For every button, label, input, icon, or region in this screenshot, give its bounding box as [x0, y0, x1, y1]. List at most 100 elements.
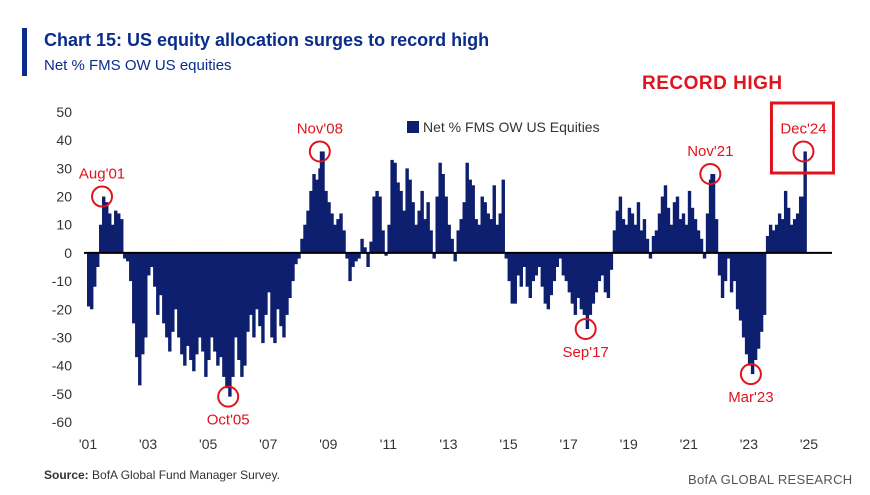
bar — [612, 230, 617, 253]
bar — [783, 190, 788, 253]
bar — [507, 252, 511, 282]
bar — [417, 210, 421, 253]
bar — [366, 252, 370, 267]
bar — [522, 252, 526, 267]
y-tick-label: 20 — [56, 189, 72, 205]
bar — [447, 224, 451, 253]
x-tick-label: '01 — [79, 436, 97, 452]
bar — [780, 219, 785, 253]
bar — [102, 196, 106, 253]
bar — [768, 224, 773, 253]
bar — [498, 213, 502, 253]
legend: Net % FMS OW US Equities — [407, 119, 600, 135]
bar — [471, 185, 475, 253]
bar — [396, 182, 400, 253]
bar — [279, 252, 283, 327]
bar — [183, 252, 187, 366]
bar — [162, 252, 166, 324]
bar — [123, 252, 127, 259]
bar — [399, 190, 403, 253]
bar — [717, 252, 722, 276]
bar — [420, 190, 424, 253]
bar — [303, 224, 307, 253]
bar — [732, 252, 737, 282]
bar — [393, 162, 397, 253]
bar — [225, 252, 229, 389]
bar — [615, 210, 620, 253]
record-high-callout: RECORD HIGH — [642, 73, 783, 94]
bar — [753, 252, 758, 360]
bar — [648, 252, 653, 259]
bar — [432, 252, 436, 259]
bar-series — [87, 151, 807, 397]
bar — [438, 162, 442, 253]
bar — [319, 151, 325, 253]
bar — [381, 230, 385, 253]
bar — [762, 252, 767, 315]
bar — [672, 202, 677, 253]
bar — [636, 202, 641, 253]
bar — [576, 252, 581, 298]
bar — [291, 252, 295, 282]
bar — [300, 238, 304, 253]
bar — [90, 252, 94, 310]
bar — [108, 213, 112, 253]
bar — [663, 185, 668, 253]
bar — [534, 252, 538, 276]
bar — [330, 213, 334, 253]
bar — [159, 252, 163, 296]
bar — [729, 252, 734, 293]
legend-swatch — [407, 121, 419, 133]
bar — [756, 252, 761, 349]
bar — [702, 252, 707, 259]
bar — [408, 179, 412, 253]
bar — [153, 252, 157, 287]
bar — [360, 238, 364, 253]
bar — [306, 210, 310, 253]
bar — [621, 219, 626, 253]
bar — [588, 252, 593, 315]
annotation-label: Mar'23 — [728, 389, 773, 406]
bar — [684, 224, 689, 253]
bar — [690, 207, 695, 253]
bar — [726, 252, 731, 259]
bar — [252, 252, 256, 338]
bar — [246, 252, 250, 332]
bar — [594, 252, 599, 293]
bar — [468, 179, 472, 253]
bar — [720, 252, 725, 298]
bar — [387, 224, 391, 253]
bar — [759, 252, 764, 332]
x-tick-label: '07 — [259, 436, 277, 452]
bar — [339, 213, 343, 253]
x-tick-label: '15 — [499, 436, 517, 452]
bar — [741, 252, 746, 338]
bar — [495, 224, 499, 253]
bar — [710, 174, 716, 253]
y-tick-label: -20 — [52, 301, 72, 317]
bar — [324, 190, 328, 253]
annotation-label: Nov'21 — [687, 143, 733, 160]
bar — [786, 207, 791, 253]
bar — [195, 252, 199, 355]
bar — [465, 162, 469, 253]
y-tick-label: 0 — [64, 245, 72, 261]
bar — [348, 252, 352, 282]
bar — [216, 252, 220, 366]
bar — [630, 213, 635, 253]
bar — [288, 252, 292, 298]
bar — [189, 252, 193, 360]
bar — [540, 252, 545, 287]
bar — [492, 185, 496, 253]
bar — [765, 236, 770, 253]
y-tick-label: 40 — [56, 132, 72, 148]
y-tick-label: 30 — [56, 160, 72, 176]
y-tick-label: -60 — [52, 414, 72, 430]
bar — [231, 252, 235, 377]
bar — [459, 219, 463, 253]
bar — [210, 252, 214, 338]
bar — [516, 252, 520, 276]
bar — [795, 213, 800, 253]
bar — [567, 252, 572, 293]
bar — [369, 241, 373, 253]
